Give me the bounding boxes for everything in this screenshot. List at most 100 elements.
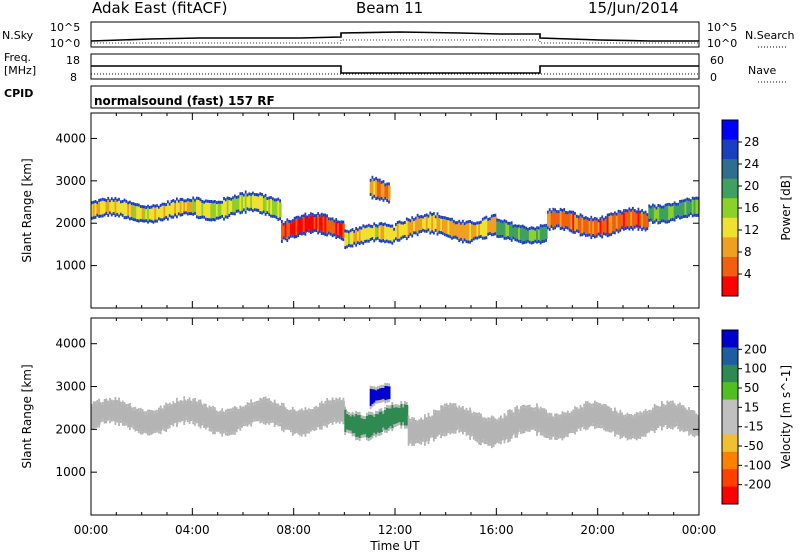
scatter-cell <box>659 207 662 221</box>
scatter-cell <box>185 403 188 418</box>
scatter-fringe <box>284 426 287 430</box>
scatter-fringe <box>606 428 609 432</box>
scatter-fringe <box>335 218 338 222</box>
colorbar-tick-label: 100 <box>744 362 767 376</box>
scatter-cell <box>206 202 210 218</box>
scatter-fringe <box>684 214 687 218</box>
scatter-fringe <box>469 436 471 440</box>
scatter-fringe <box>373 194 376 198</box>
scatter-fringe <box>670 425 672 429</box>
scatter-fringe <box>226 408 229 412</box>
scatter-fringe <box>96 424 99 428</box>
scatter-fringe <box>333 219 336 223</box>
scatter-fringe <box>429 416 432 420</box>
scatter-fringe <box>91 403 93 407</box>
scatter-fringe <box>547 413 549 417</box>
scatter-fringe <box>279 199 281 203</box>
scatter-fringe <box>98 398 100 402</box>
scatter-cell <box>648 207 651 219</box>
scatter-fringe <box>116 198 119 202</box>
scatter-fringe <box>447 234 450 238</box>
scatter-fringe <box>369 192 372 196</box>
scatter-fringe <box>438 410 441 414</box>
scatter-fringe <box>623 227 625 231</box>
scatter-fringe <box>282 429 285 433</box>
scatter-cell <box>527 230 530 240</box>
scatter-fringe <box>152 410 155 414</box>
scatter-fringe <box>425 229 428 233</box>
scatter-cell <box>642 214 646 227</box>
scatter-fringe <box>134 428 137 432</box>
scatter-cell <box>375 179 378 198</box>
scatter-cell <box>407 221 411 236</box>
scatter-cell <box>103 201 107 214</box>
scatter-band <box>344 400 409 442</box>
colorbar-swatch <box>722 159 738 180</box>
scatter-fringe <box>523 404 526 408</box>
scatter-cell <box>136 206 139 220</box>
scatter-cell <box>614 410 617 434</box>
scatter-cell <box>400 224 403 237</box>
scatter-fringe <box>360 415 363 419</box>
scatter-cell <box>690 413 693 432</box>
scatter-fringe <box>436 433 439 437</box>
scatter-fringe <box>474 222 477 226</box>
scatter-cell <box>519 228 523 241</box>
scatter-fringe <box>469 220 471 223</box>
colorbar-swatch <box>722 237 738 258</box>
scatter-fringe <box>614 433 616 437</box>
scatter-fringe <box>121 200 124 203</box>
scatter-cell <box>521 227 525 242</box>
scatter-fringe <box>262 210 265 214</box>
scatter-fringe <box>557 414 560 418</box>
scatter-cell <box>568 415 572 431</box>
scatter-cell <box>538 229 541 240</box>
scatter-fringe <box>101 401 104 405</box>
scatter-cell <box>487 220 490 233</box>
scatter-fringe <box>438 431 441 435</box>
scatter-cell <box>664 408 667 422</box>
scatter-cell <box>492 419 496 445</box>
scatter-fringe <box>248 421 251 425</box>
scatter-cell <box>344 409 347 433</box>
scatter-fringe <box>436 410 439 414</box>
scatter-fringe <box>308 430 310 434</box>
scatter-fringe <box>197 216 200 220</box>
scatter-fringe <box>675 202 678 206</box>
scatter-fringe <box>123 422 126 426</box>
scatter-cell <box>628 210 631 228</box>
scatter-fringe <box>633 414 636 417</box>
scatter-cell <box>228 411 231 433</box>
scatter-fringe <box>695 213 698 217</box>
scatter-cell <box>595 404 599 426</box>
scatter-fringe <box>329 232 332 236</box>
scatter-fringe <box>507 439 509 443</box>
scatter-fringe <box>407 442 410 446</box>
scatter-fringe <box>132 202 135 206</box>
scatter-cell <box>471 416 474 434</box>
scatter-fringe <box>174 200 176 204</box>
scatter-fringe <box>378 239 381 243</box>
scatter-fringe <box>270 400 272 404</box>
scatter-fringe <box>308 408 310 412</box>
scatter-fringe <box>509 237 511 241</box>
scatter-fringe <box>675 423 678 427</box>
scatter-fringe <box>409 219 412 223</box>
scatter-fringe <box>677 426 680 430</box>
scatter-fringe <box>554 413 556 417</box>
scatter-fringe <box>116 419 119 423</box>
scatter-fringe <box>194 422 196 426</box>
scatter-fringe <box>367 438 370 442</box>
scatter-fringe <box>105 420 108 424</box>
scatter-cell <box>388 185 391 201</box>
scatter-fringe <box>601 425 604 429</box>
scatter-fringe <box>217 216 220 220</box>
scatter-fringe <box>599 425 602 429</box>
scatter-fringe <box>637 412 640 416</box>
scatter-cell <box>255 404 259 419</box>
scatter-fringe <box>386 399 388 403</box>
scatter-fringe <box>129 200 131 204</box>
scatter-cell <box>510 224 514 239</box>
scatter-fringe <box>398 422 401 425</box>
scatter-fringe <box>429 435 432 439</box>
